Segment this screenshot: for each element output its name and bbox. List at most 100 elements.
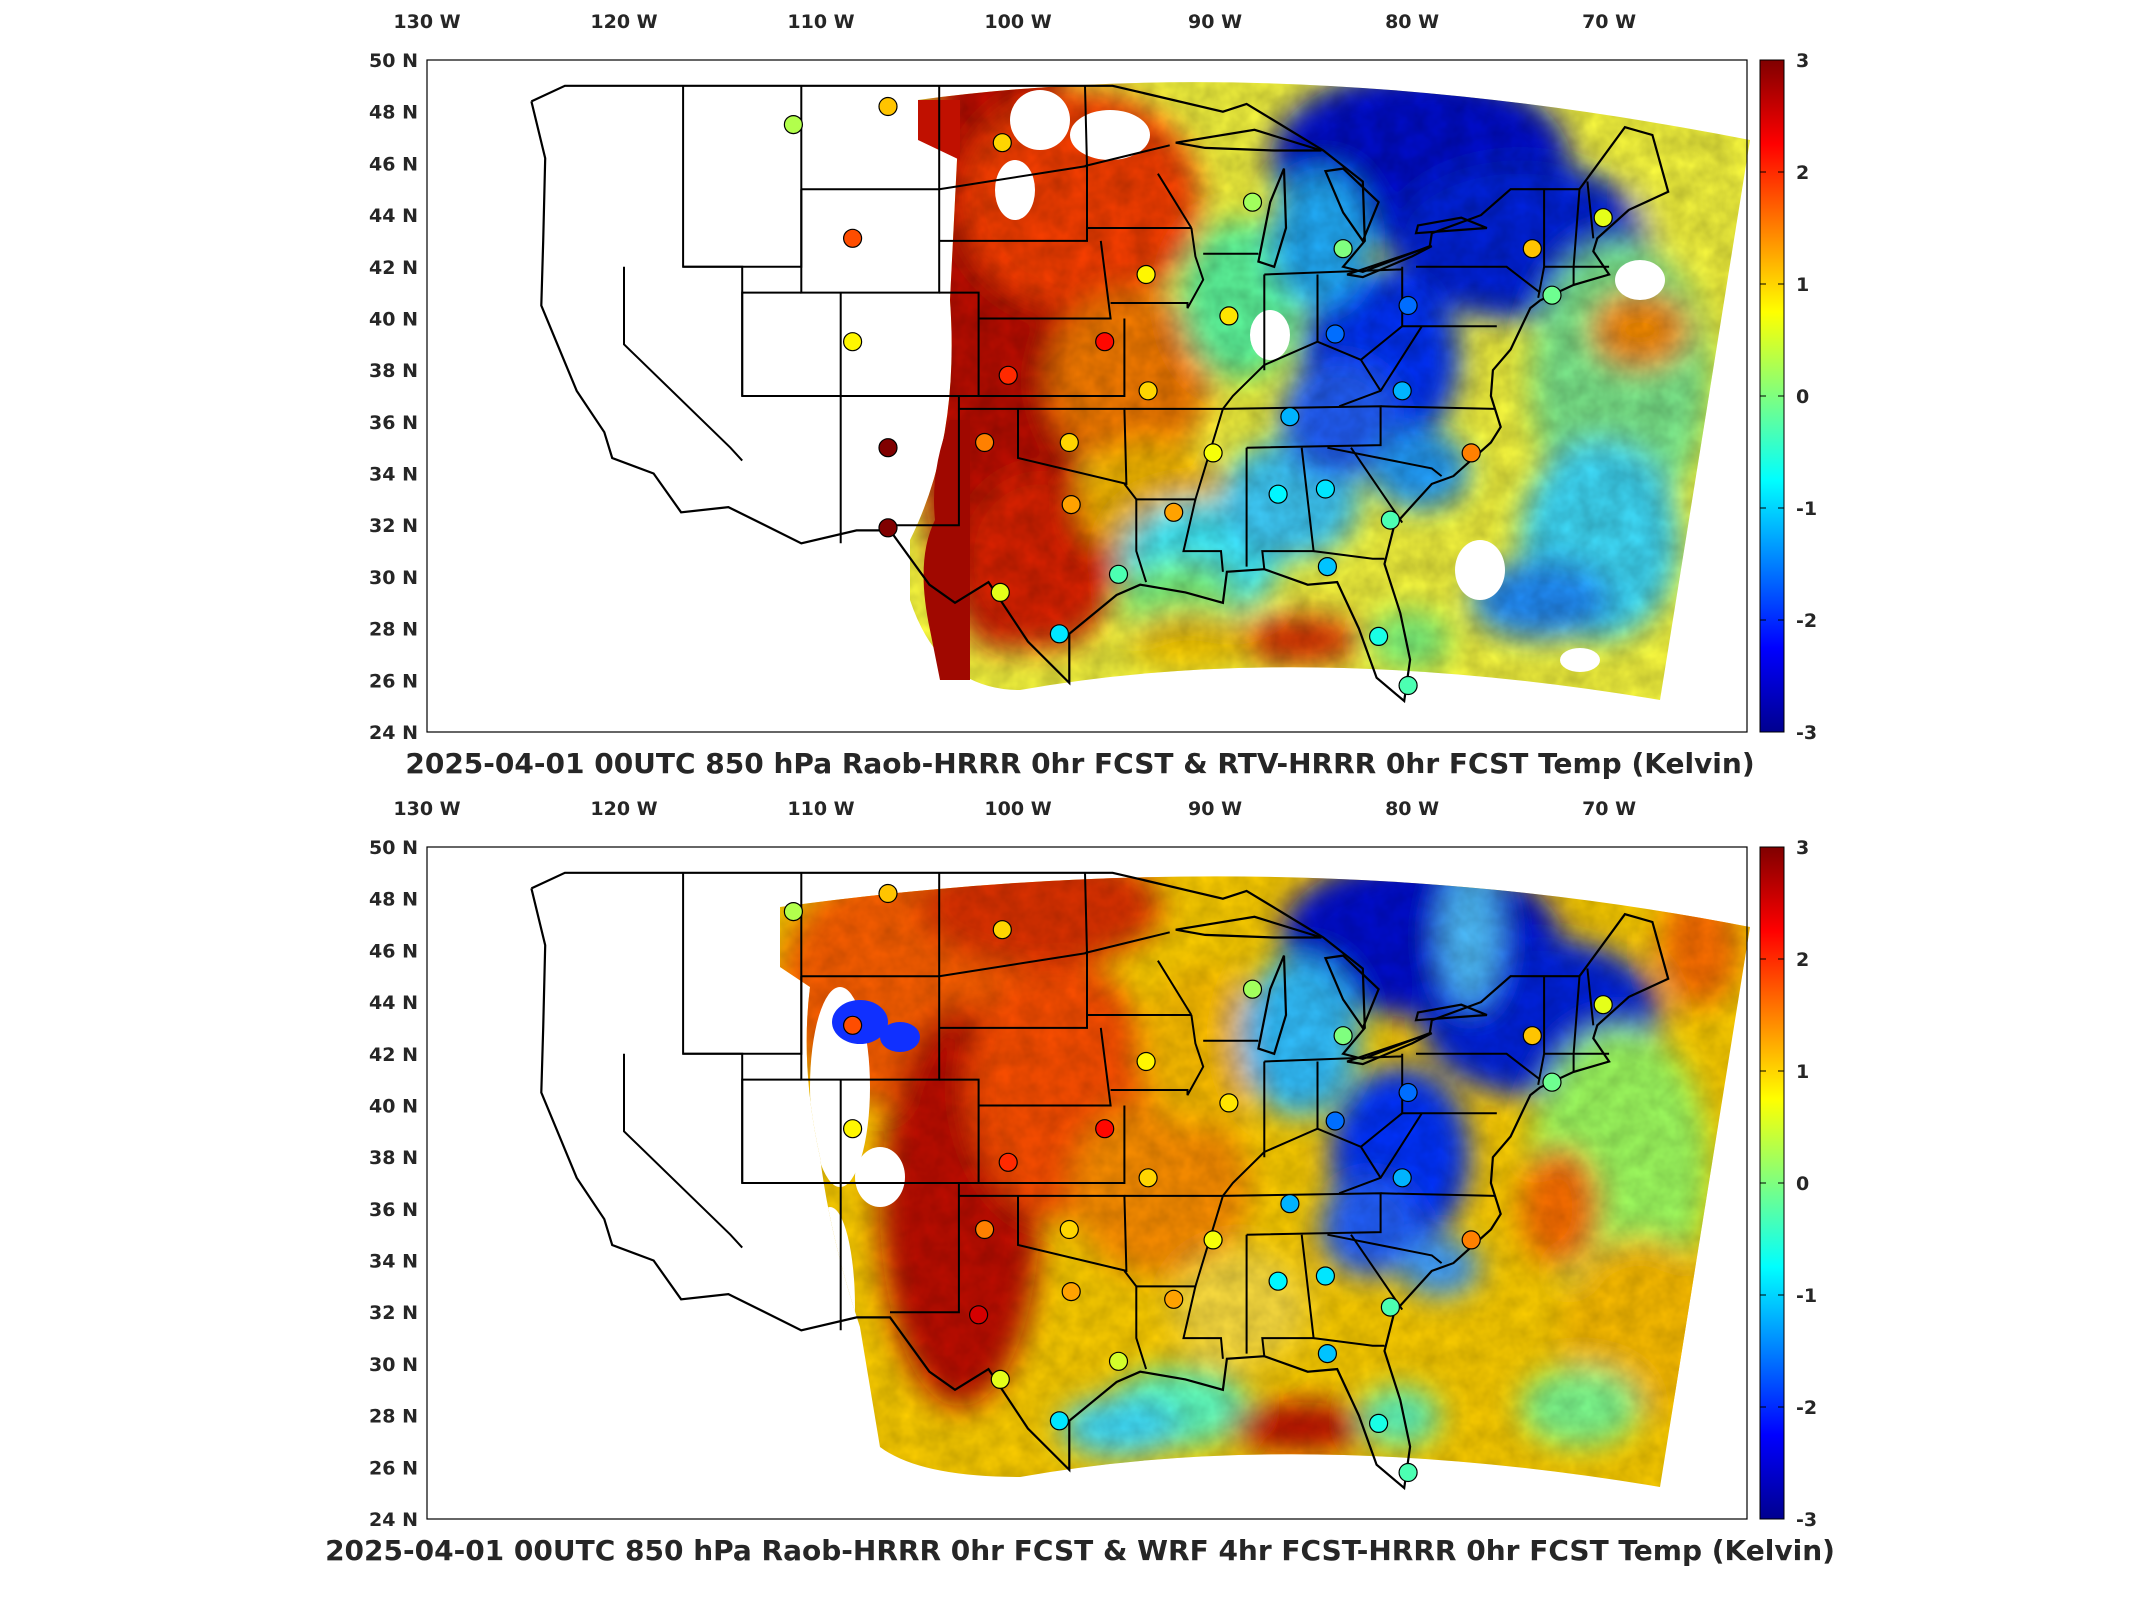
raob-station-marker bbox=[1461, 443, 1481, 463]
lon-tick-label: 100 W bbox=[984, 11, 1051, 33]
state-boundary bbox=[623, 1053, 743, 1249]
lon-tick-label: 120 W bbox=[590, 798, 657, 820]
raob-station-marker bbox=[1398, 1082, 1418, 1103]
state-boundary bbox=[1586, 181, 1595, 239]
raob-station-marker bbox=[1315, 479, 1336, 499]
lat-tick-label: 42 N bbox=[369, 1044, 418, 1066]
raob-station-marker bbox=[1593, 995, 1613, 1015]
state-boundary bbox=[1416, 265, 1541, 294]
raob-station-marker bbox=[998, 1152, 1018, 1172]
state-boundary bbox=[958, 1194, 1128, 1273]
colorbar-tick-label: 1 bbox=[1796, 1061, 1809, 1083]
lon-tick-label: 110 W bbox=[787, 11, 854, 33]
lat-tick-label: 26 N bbox=[369, 1457, 418, 1479]
stations-top bbox=[783, 96, 1613, 696]
state-boundary bbox=[958, 407, 1128, 486]
raob-station-marker bbox=[878, 438, 898, 458]
lake-outline bbox=[1257, 168, 1288, 269]
state-boundary bbox=[1261, 1234, 1315, 1357]
state-boundary bbox=[683, 265, 842, 544]
state-boundary bbox=[1401, 1053, 1497, 1115]
raob-station-marker bbox=[1368, 1413, 1389, 1434]
state-boundary bbox=[1222, 340, 1382, 410]
colorbar-tick-label: 3 bbox=[1796, 837, 1809, 859]
lon-tick-label: 130 W bbox=[393, 798, 460, 820]
raob-station-marker bbox=[1461, 1230, 1481, 1250]
lake-outline bbox=[1414, 216, 1488, 235]
raob-station-marker bbox=[878, 883, 898, 904]
raob-station-marker bbox=[1398, 675, 1418, 696]
state-boundary bbox=[939, 953, 1088, 1029]
lon-tick-labels-top: 130 W 120 W 110 W 100 W 90 W 80 W 70 W bbox=[393, 11, 1636, 33]
raob-station-marker bbox=[1317, 1343, 1338, 1364]
map-top-svg: 130 W 120 W 110 W 100 W 90 W 80 W 70 W 50 N 48 … bbox=[369, 11, 1817, 780]
map-bottom-svg: 130 W 120 W 110 W 100 W 90 W 80 W 70 W 50 N 48 … bbox=[325, 798, 1835, 1567]
raob-station-marker bbox=[1522, 1026, 1542, 1046]
lake-outline bbox=[1257, 955, 1288, 1056]
state-boundary bbox=[1123, 1270, 1148, 1370]
lon-tick-label: 90 W bbox=[1188, 11, 1242, 33]
lon-tick-label: 90 W bbox=[1188, 798, 1242, 820]
raob-station-marker bbox=[1138, 381, 1158, 401]
lat-tick-label: 48 N bbox=[369, 889, 418, 911]
state-boundary bbox=[1350, 1234, 1404, 1311]
state-boundary bbox=[1222, 1127, 1382, 1197]
raob-station-marker bbox=[1315, 1266, 1336, 1286]
lat-tick-label: 28 N bbox=[369, 619, 418, 641]
boundaries-bottom bbox=[530, 871, 1670, 1491]
raob-station-marker bbox=[1392, 1168, 1412, 1188]
raob-station-marker bbox=[1380, 1297, 1401, 1317]
lat-tick-label: 30 N bbox=[369, 567, 418, 589]
raob-station-marker bbox=[842, 332, 863, 352]
state-boundary bbox=[1313, 550, 1385, 560]
lat-tick-label: 44 N bbox=[369, 205, 418, 227]
colorbar-tick-label: 0 bbox=[1796, 1173, 1809, 1195]
colorbar-tick-label: -2 bbox=[1796, 610, 1817, 632]
raob-station-marker bbox=[1049, 624, 1070, 644]
state-boundary bbox=[1380, 405, 1495, 410]
lat-tick-label: 34 N bbox=[369, 1251, 418, 1273]
lon-tick-label: 80 W bbox=[1385, 11, 1439, 33]
state-boundary bbox=[1182, 1286, 1224, 1359]
state-boundary bbox=[1157, 960, 1193, 1016]
state-boundary bbox=[978, 1027, 1112, 1107]
raob-station-marker bbox=[990, 582, 1010, 603]
state-boundary bbox=[1313, 1337, 1385, 1347]
colorbar-ticks-bottom: 3 2 1 0 -1 -2 -3 bbox=[1760, 837, 1817, 1531]
raob-station-marker bbox=[974, 432, 995, 453]
raob-station-marker bbox=[1398, 1462, 1418, 1483]
colorbar-ticks-top: 3 2 1 0 -1 -2 -3 bbox=[1760, 50, 1817, 744]
lat-tick-label: 44 N bbox=[369, 992, 418, 1014]
raob-station-marker bbox=[1333, 1026, 1353, 1046]
lon-tick-label: 130 W bbox=[393, 11, 460, 33]
lat-tick-label: 34 N bbox=[369, 464, 418, 486]
raob-station-marker bbox=[1061, 495, 1081, 515]
state-boundary bbox=[1380, 1192, 1495, 1197]
lon-tick-label: 110 W bbox=[787, 798, 854, 820]
map-frame-top bbox=[426, 59, 1748, 733]
boundaries-top bbox=[530, 84, 1670, 704]
raob-station-marker bbox=[1542, 285, 1562, 305]
lat-tick-labels-bottom: 50 N 48 N 46 N 44 N 42 N 40 N 38 N 36 N 34 N 32 N… bbox=[369, 837, 418, 1531]
raob-station-marker bbox=[968, 1305, 989, 1325]
state-boundary bbox=[1327, 446, 1443, 477]
lake-outline bbox=[1346, 245, 1433, 279]
state-boundary bbox=[682, 85, 803, 268]
raob-station-marker bbox=[783, 901, 804, 922]
colorbar-tick-label: -2 bbox=[1796, 1397, 1817, 1419]
state-boundary bbox=[978, 318, 1126, 397]
raob-station-marker bbox=[1280, 407, 1300, 427]
raob-station-marker bbox=[878, 96, 898, 117]
lat-tick-label: 40 N bbox=[369, 1095, 418, 1117]
raob-station-marker bbox=[1136, 1051, 1156, 1072]
raob-station-marker bbox=[1522, 239, 1542, 259]
lat-tick-label: 38 N bbox=[369, 1147, 418, 1169]
state-boundary bbox=[1084, 931, 1170, 954]
state-boundary bbox=[840, 395, 960, 527]
state-boundary bbox=[1157, 173, 1193, 229]
colorbar-tick-label: -3 bbox=[1796, 1509, 1817, 1531]
lat-tick-label: 36 N bbox=[369, 1199, 418, 1221]
raob-station-marker bbox=[1325, 324, 1345, 344]
raob-station-marker bbox=[878, 518, 898, 538]
state-boundary bbox=[1182, 499, 1224, 572]
